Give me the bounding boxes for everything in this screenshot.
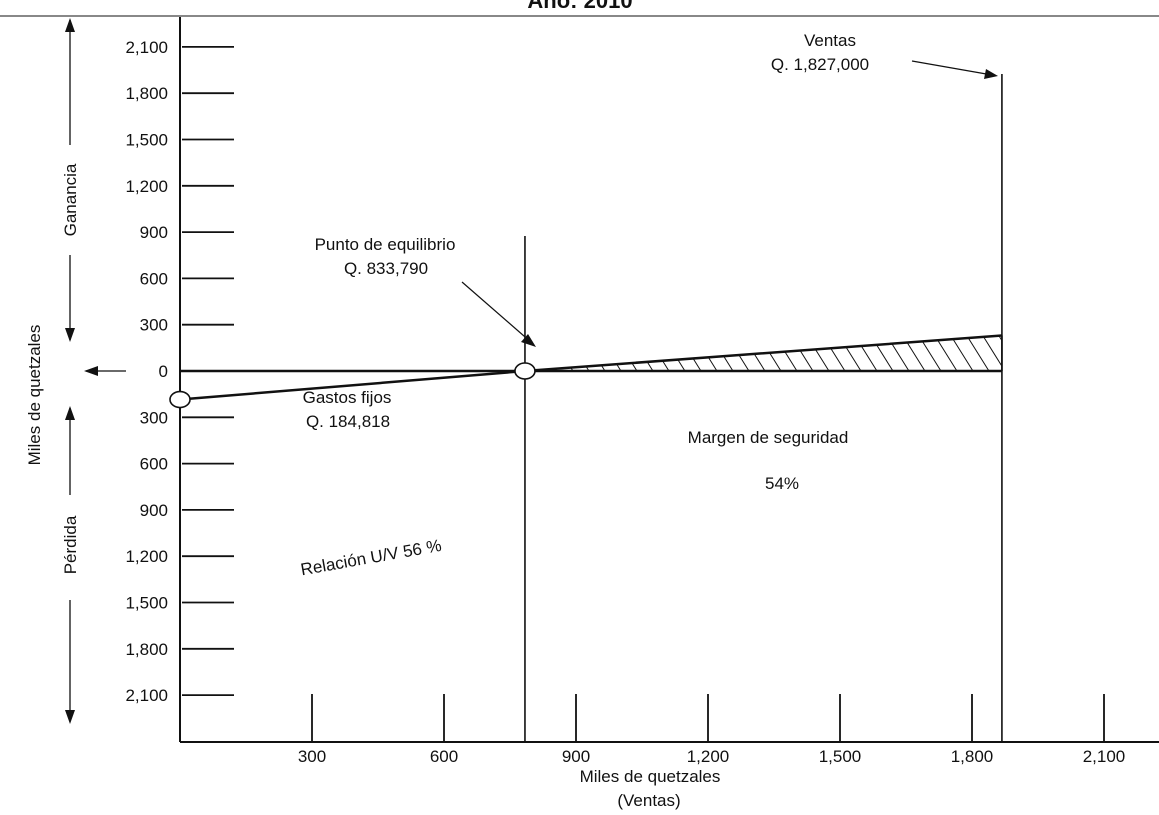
x-tick-label: 1,800 (951, 747, 994, 766)
hatch-line (723, 335, 750, 371)
hatch-line (867, 335, 894, 371)
break-even-value: Q. 833,790 (344, 259, 428, 278)
ganancia-arrowhead-up (65, 18, 75, 32)
safety-margin-title: Margen de seguridad (688, 428, 849, 447)
x-tick-label: 1,500 (819, 747, 862, 766)
fixed-costs-value: Q. 184,818 (306, 412, 390, 431)
y-tick-label: 1,800 (125, 640, 168, 659)
sales-value: Q. 1,827,000 (771, 55, 869, 74)
y-tick-label: 1,200 (125, 177, 168, 196)
hatch-line (675, 335, 702, 371)
y-tick-label: 1,500 (125, 131, 168, 150)
y-tick-label: 2,100 (125, 686, 168, 705)
y-tick-label: 0 (159, 362, 168, 381)
hatch-line (819, 335, 846, 371)
perdida-arrowhead-down (65, 710, 75, 724)
break-even-title: Punto de equilibrio (315, 235, 456, 254)
left-zero-arrowhead (84, 366, 98, 376)
y-tick-label: 1,800 (125, 84, 168, 103)
sales-title: Ventas (804, 31, 856, 50)
y-lower-label: Pérdida (61, 515, 80, 574)
fixed-cost-marker (169, 390, 191, 409)
hatch-line (627, 335, 654, 371)
hatch-line (659, 335, 686, 371)
sales-pointer (911, 60, 993, 76)
x-axis-subtitle: (Ventas) (617, 791, 680, 810)
x-tick-label: 1,200 (687, 747, 730, 766)
x-tick-label-group: 300 600 900 1,200 1,500 1,800 2,100 (298, 747, 1125, 766)
y-upper-label: Ganancia (61, 163, 80, 236)
x-tick-group (311, 694, 1105, 741)
x-tick-label: 300 (298, 747, 326, 766)
break-even-pointer-head (521, 334, 536, 347)
hatch-line (547, 335, 574, 371)
y-tick-label: 2,100 (125, 38, 168, 57)
safety-margin-value: 54% (765, 474, 799, 493)
x-tick-label: 2,100 (1083, 747, 1126, 766)
hatch-line (883, 335, 910, 371)
y-tick-label: 1,500 (125, 594, 168, 613)
hatch-line (707, 335, 734, 371)
hatch-line (899, 335, 926, 371)
y-tick-label: 300 (140, 408, 168, 427)
perdida-arrowhead-up (65, 406, 75, 420)
hatch-line (691, 335, 718, 371)
profit-hatch (524, 335, 1002, 371)
y-tick-label: 600 (140, 455, 168, 474)
chart-title: Año: 2010 (527, 0, 632, 13)
break-even-marker (514, 362, 536, 380)
x-tick-label: 900 (562, 747, 590, 766)
y-tick-label-group: 2,100 1,800 1,500 1,200 900 600 300 0 300 600 900 1… (125, 38, 168, 705)
y-tick-label: 1,200 (125, 547, 168, 566)
fixed-costs-title: Gastos fijos (303, 388, 392, 407)
hatch-line (915, 335, 942, 371)
hatch-line (563, 335, 590, 371)
x-axis-title: Miles de quetzales (580, 767, 721, 786)
ganancia-arrowhead-down (65, 328, 75, 342)
break-even-pointer (461, 281, 533, 344)
sales-pointer-head (984, 69, 998, 79)
hatch-line (995, 335, 1002, 371)
hatch-line (643, 335, 670, 371)
y-tick-label: 600 (140, 269, 168, 288)
y-tick-label: 300 (140, 316, 168, 335)
y-tick-group (182, 46, 234, 696)
y-axis-title: Miles de quetzales (25, 325, 44, 466)
y-tick-label: 900 (140, 501, 168, 520)
hatch-line (531, 335, 558, 371)
x-tick-label: 600 (430, 747, 458, 766)
hatch-line (739, 335, 766, 371)
y-tick-label: 900 (140, 223, 168, 242)
hatch-line (931, 335, 958, 371)
hatch-line (835, 335, 862, 371)
hatch-line (851, 335, 878, 371)
pv-ratio-label: Relación U/V 56 % (299, 536, 443, 579)
